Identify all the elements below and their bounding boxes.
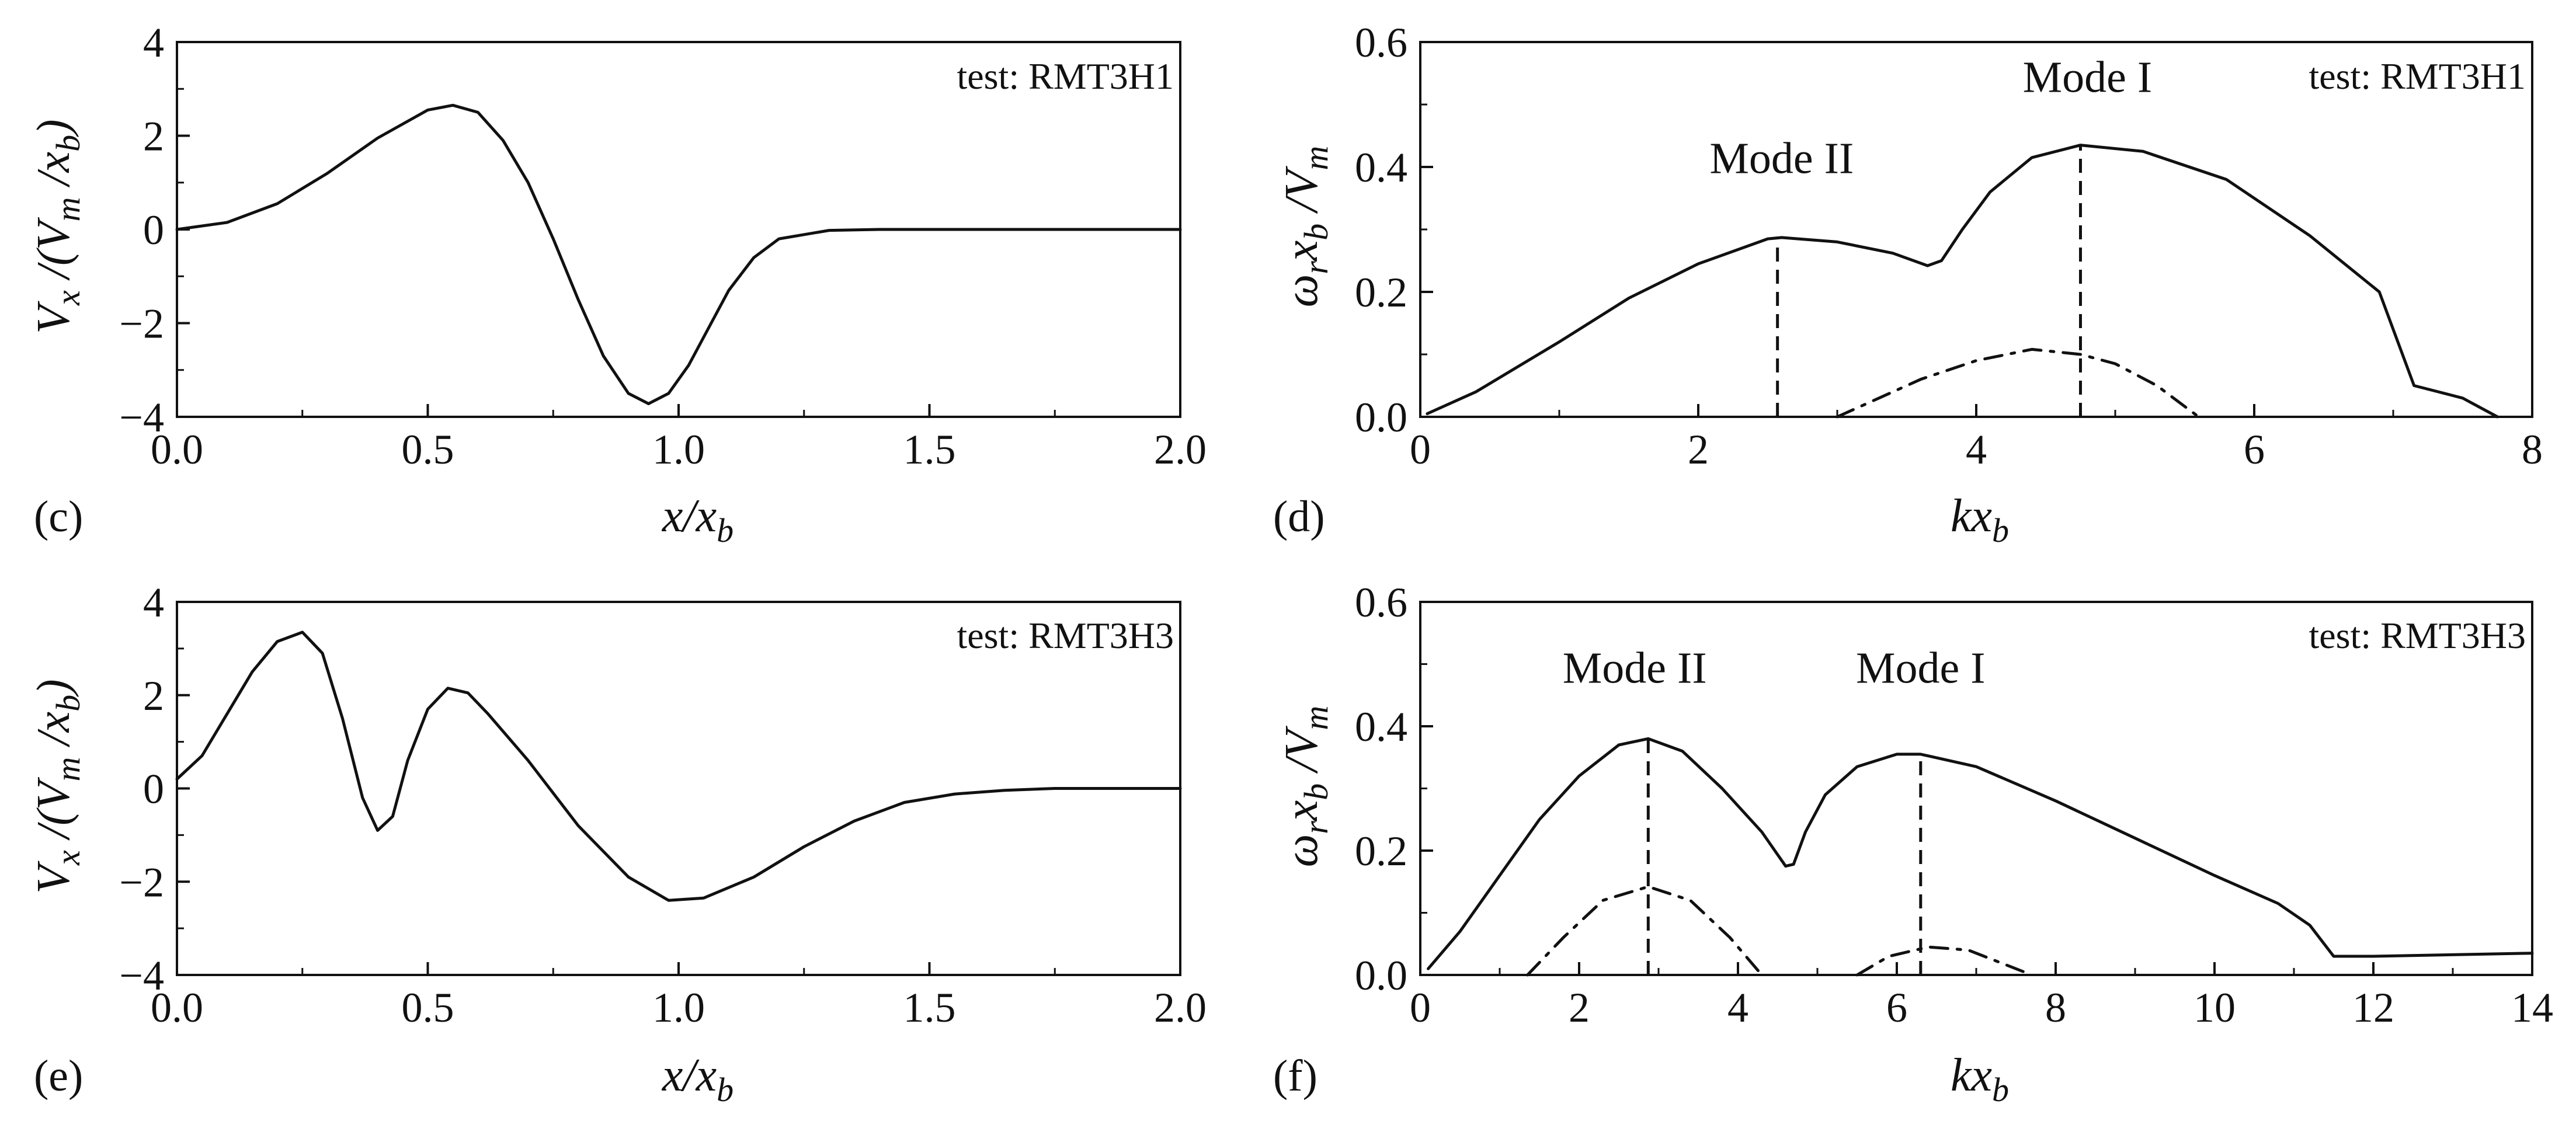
series-line-solid <box>175 631 1182 902</box>
x-tick-label: 0.5 <box>402 984 454 1031</box>
x-tick-label: 12 <box>2352 984 2394 1031</box>
test-label: test: RMT3H1 <box>957 55 1174 97</box>
x-axis-label: x/xb <box>662 490 733 549</box>
series-line-dashdot <box>1855 945 2033 977</box>
y-tick-label: 0 <box>143 766 164 813</box>
panel-letter: (f) <box>1273 1051 1317 1100</box>
x-tick-label: 10 <box>2193 984 2236 1031</box>
mode-annotation: Mode I <box>2023 53 2153 102</box>
y-tick-label: 4 <box>143 19 164 66</box>
series-line-solid <box>1427 737 2534 970</box>
x-tick-label: 4 <box>1966 426 1987 473</box>
y-axis-label: ωrxb /Vm <box>1276 146 1335 308</box>
test-label: test: RMT3H3 <box>2309 615 2526 656</box>
y-axis-label: Vx /(Vm /xb) <box>28 679 87 894</box>
x-tick-label: 14 <box>2511 984 2553 1031</box>
y-tick-label: −2 <box>119 301 164 347</box>
x-tick-label: 0 <box>1410 426 1431 473</box>
series-line-dashdot <box>1835 347 2200 419</box>
panel-d: (d) test: RMT3H1 kxb ωrxb /Vm 0 2 4 6 80.00.… <box>1273 19 2543 549</box>
series-line-solid <box>1426 144 2499 419</box>
y-tick-label: −4 <box>119 394 164 441</box>
x-tick-label: 1.0 <box>652 984 705 1031</box>
x-tick-label: 2 <box>1569 984 1590 1031</box>
y-tick-label: −4 <box>119 952 164 999</box>
y-tick-label: 0.4 <box>1355 144 1407 191</box>
y-tick-label: 0.6 <box>1355 579 1407 626</box>
y-tick-label: 0.0 <box>1355 394 1407 441</box>
x-tick-label: 1.5 <box>903 984 956 1031</box>
x-tick-label: 6 <box>2244 426 2265 473</box>
mode-annotation: Mode II <box>1563 643 1707 692</box>
y-tick-label: 0.0 <box>1355 952 1407 999</box>
x-tick-label: 8 <box>2522 426 2543 473</box>
x-tick-label: 4 <box>1727 984 1748 1031</box>
mode-annotation: Mode I <box>1856 643 1986 692</box>
x-tick-label: 1.5 <box>903 426 956 473</box>
y-tick-label: 0.6 <box>1355 19 1407 66</box>
panel-letter: (d) <box>1273 492 1325 541</box>
series-line-dashdot <box>1526 885 1764 977</box>
y-tick-label: −2 <box>119 859 164 905</box>
x-tick-label: 0.0 <box>151 426 203 473</box>
test-label: test: RMT3H1 <box>2309 55 2526 97</box>
panel-letter: (c) <box>34 492 83 541</box>
y-tick-label: 2 <box>143 673 164 719</box>
x-tick-label: 6 <box>1886 984 1907 1031</box>
test-label: test: RMT3H3 <box>957 615 1174 656</box>
y-tick-label: 0 <box>143 207 164 253</box>
y-tick-label: 4 <box>143 579 164 626</box>
x-tick-label: 8 <box>2045 984 2066 1031</box>
x-tick-label: 0 <box>1410 984 1431 1031</box>
x-tick-label: 0.0 <box>151 984 203 1031</box>
y-tick-label: 0.2 <box>1355 828 1407 875</box>
y-tick-label: 0.2 <box>1355 269 1407 316</box>
panel-f: (f) test: RMT3H3 kxb ωrxb /Vm 0 2 4 6 8 10 12 1… <box>1273 579 2553 1109</box>
x-tick-label: 0.5 <box>402 426 454 473</box>
y-tick-label: 0.4 <box>1355 703 1407 750</box>
x-tick-label: 2.0 <box>1154 984 1207 1031</box>
series-line-solid <box>175 103 1182 405</box>
panel-letter: (e) <box>34 1051 83 1100</box>
x-tick-label: 2 <box>1688 426 1709 473</box>
x-tick-label: 2.0 <box>1154 426 1207 473</box>
x-tick-label: 1.0 <box>652 426 705 473</box>
y-tick-label: 2 <box>143 113 164 160</box>
panel-e: (e) test: RMT3H3 x/xb Vx /(Vm /xb) 0.0 0.… <box>28 579 1207 1109</box>
mode-annotation: Mode II <box>1709 134 1854 183</box>
x-axis-label: kxb <box>1951 1050 2009 1109</box>
